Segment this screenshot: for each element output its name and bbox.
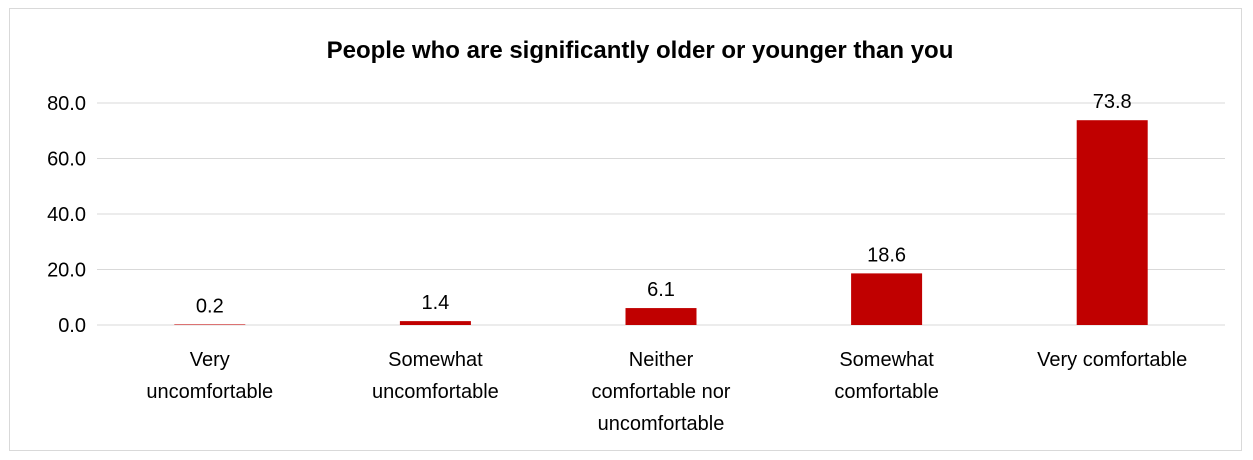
gridlines (97, 102, 1225, 326)
category-labels: Very uncomfortable Somewhat uncomfortable Ne… (146, 349, 1187, 435)
bar (399, 321, 471, 325)
category-label: comfortable nor (592, 381, 731, 403)
y-tick-label: 60.0 (47, 149, 86, 171)
category-label: uncomfortable (146, 381, 273, 403)
data-label: 0.2 (196, 295, 224, 317)
category-label: comfortable (834, 381, 939, 403)
chart-frame (9, 8, 1242, 451)
data-label: 6.1 (647, 279, 675, 301)
category-label: Very (190, 349, 230, 371)
category-label: Very comfortable (1037, 349, 1187, 371)
data-labels: 0.2 1.4 6.1 18.6 73.8 (196, 91, 1132, 317)
category-label: Neither (629, 349, 694, 371)
chart-title: People who are significantly older or yo… (327, 37, 954, 64)
data-label: 73.8 (1093, 91, 1132, 113)
y-axis-ticks: 0.0 20.0 40.0 60.0 80.0 (47, 93, 86, 337)
y-tick-label: 0.0 (58, 315, 86, 337)
category-label: uncomfortable (372, 381, 499, 403)
category-label: Somewhat (388, 349, 483, 371)
bar (625, 308, 697, 325)
y-tick-label: 40.0 (47, 204, 86, 226)
bar (1076, 120, 1148, 325)
data-label: 1.4 (421, 292, 449, 314)
bars (174, 120, 1148, 325)
category-label: Somewhat (839, 349, 934, 371)
category-label: uncomfortable (598, 413, 725, 435)
bar (174, 324, 246, 325)
data-label: 18.6 (867, 244, 906, 266)
y-tick-label: 80.0 (47, 93, 86, 115)
bar (851, 273, 923, 325)
y-tick-label: 20.0 (47, 260, 86, 282)
